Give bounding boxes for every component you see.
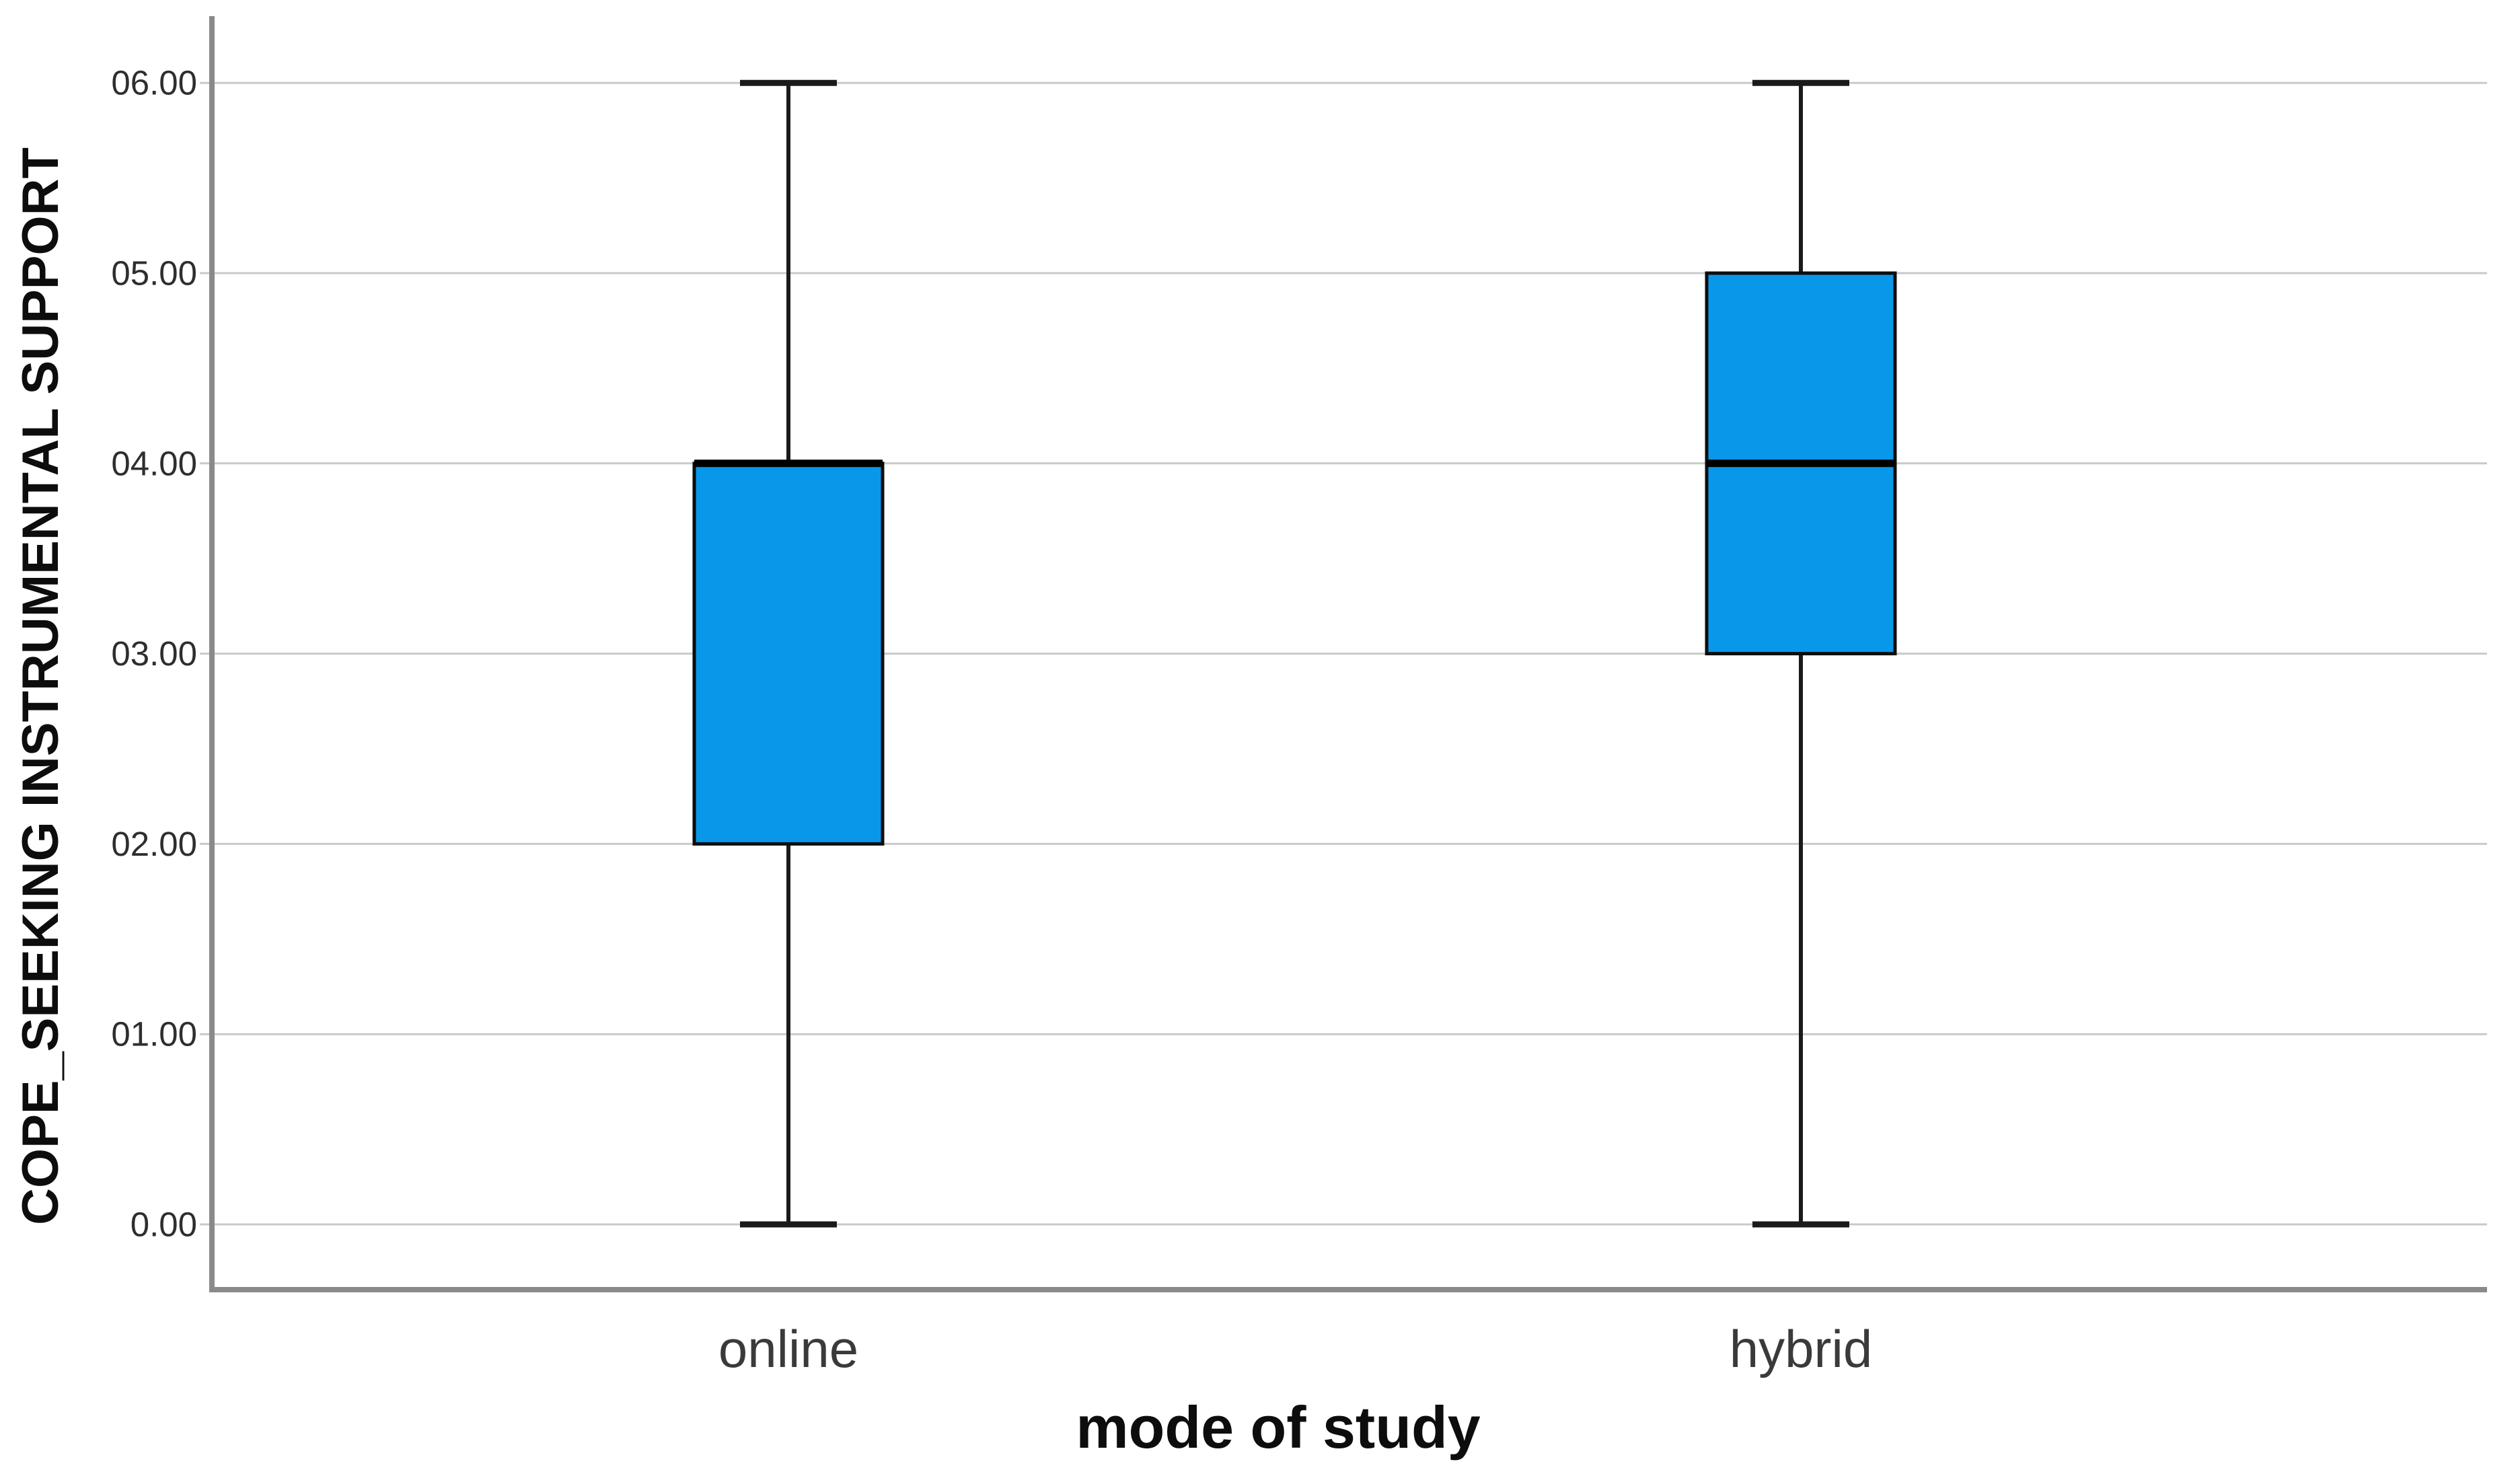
y-tick-label-04.00: 04.00 (111, 444, 197, 482)
y-tick-label-03.00: 03.00 (111, 634, 197, 673)
y-tick-label-01.00: 01.00 (111, 1015, 197, 1054)
x-axis-title: mode of study (1076, 1394, 1481, 1461)
iqr-box-online (692, 462, 885, 846)
y-axis-title: COPE_SEEKING INSTRUMENTAL SUPPORT (12, 147, 69, 1225)
y-tick-label-06.00: 06.00 (111, 64, 197, 102)
x-category-label-online: online (718, 1319, 858, 1378)
y-tick-label-02.00: 02.00 (111, 825, 197, 863)
x-category-label-hybrid: hybrid (1730, 1319, 1872, 1378)
y-tick-label-05.00: 05.00 (111, 254, 197, 293)
y-tick-label-0.00: 0.00 (131, 1206, 197, 1244)
